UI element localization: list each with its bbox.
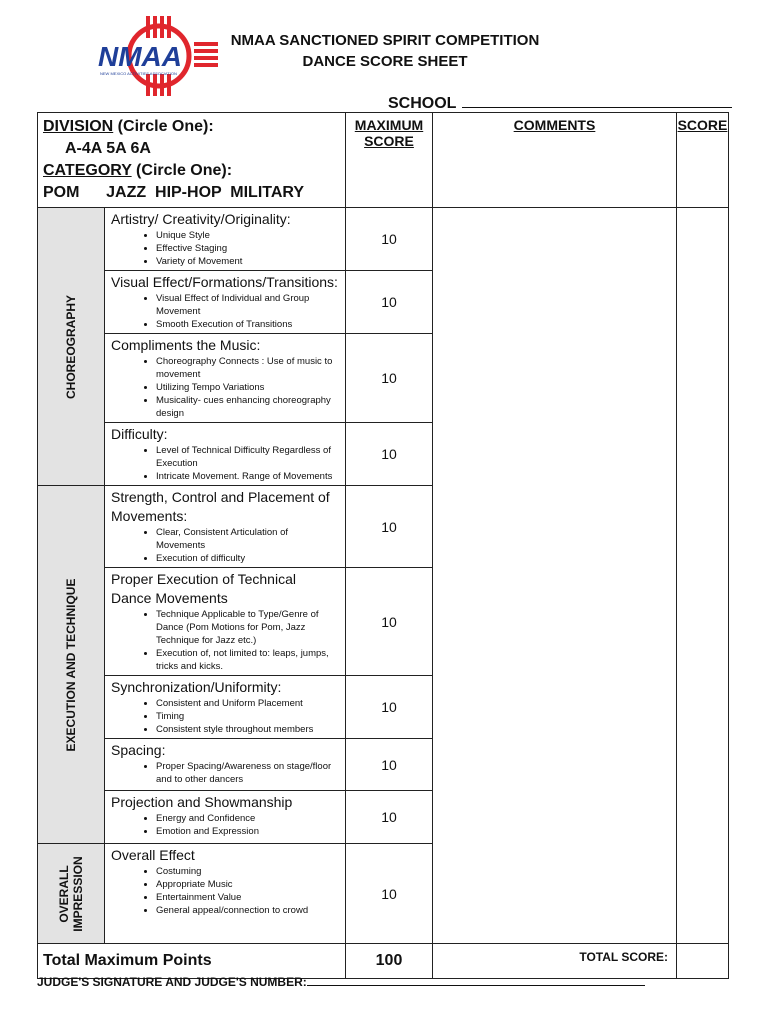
max-score: 10 [345,485,433,568]
criterion-bullet: Musicality- cues enhancing choreography … [156,394,339,420]
criterion-bullet: Proper Spacing/Awareness on stage/floor … [156,760,339,786]
criterion-row: CHOREOGRAPHY Artistry/ Creativity/Origina… [37,207,729,944]
criterion-title: Strength, Control and Placement of Movem… [111,489,330,524]
criterion-row: Difficulty: Level of Technical Difficulty… [38,422,729,486]
criterion-title: Artistry/ Creativity/Originality: [111,211,291,227]
criterion-bullet: Consistent style throughout members [156,723,339,736]
criterion-bullet: Unique Style [156,229,339,242]
criterion-bullet: Utilizing Tempo Variations [156,381,339,394]
criterion: Overall Effect CostumingAppropriate Music… [104,843,346,944]
criterion: Artistry/ Creativity/Originality: Unique … [104,207,346,271]
section-label: EXECUTION AND TECHNIQUE [37,485,105,844]
criterion-bullet: Smooth Execution of Transitions [156,318,339,331]
max-score: 10 [345,843,433,944]
criterion-title: Proper Execution of Technical Dance Move… [111,571,296,606]
criterion-row: Projection and Showmanship Energy and Con… [38,790,729,844]
criterion: Synchronization/Uniformity: Consistent an… [104,675,346,739]
total-max: 100 [345,943,433,979]
criterion: Spacing: Proper Spacing/Awareness on stag… [104,738,346,791]
criterion-bullet: Clear, Consistent Articulation of Moveme… [156,526,339,552]
criterion-row: Spacing: Proper Spacing/Awareness on stag… [38,738,729,791]
score-field[interactable] [676,207,729,944]
criterion: Compliments the Music: Choreography Conne… [104,333,346,423]
sheet-title: NMAA SANCTIONED SPIRIT COMPETITION DANCE… [230,32,540,70]
criterion-bullet: Variety of Movement [156,255,339,268]
criterion-bullet: Intricate Movement. Range of Movements [156,470,339,483]
criterion-title: Spacing: [111,742,166,758]
criterion-bullet: Effective Staging [156,242,339,255]
division-category: DIVISION (Circle One): A-4A 5A 6A CATEGO… [37,112,346,208]
nmaa-logo: NMAA NEW MEXICO ACTIVITIES ASSOCIATION [98,16,218,96]
criterion: Difficulty: Level of Technical Difficulty… [104,422,346,486]
total-score-label: TOTAL SCORE: [432,943,677,979]
criterion-bullet: Execution of difficulty [156,552,339,565]
criterion: Visual Effect/Formations/Transitions: Vis… [104,270,346,334]
division-options[interactable]: A-4A 5A 6A [65,140,151,157]
section-label: OVERALL IMPRESSION [37,843,105,944]
criterion-title: Synchronization/Uniformity: [111,679,282,695]
max-score: 10 [345,207,433,271]
max-score: 10 [345,738,433,791]
criterion-title: Difficulty: [111,426,168,442]
criterion-row: Synchronization/Uniformity: Consistent an… [38,675,729,739]
criterion-bullet: Technique Applicable to Type/Genre of Da… [156,608,339,647]
criterion-bullet: Execution of, not limited to: leaps, jum… [156,647,339,673]
school-field[interactable]: SCHOOL [388,93,733,113]
criterion: Projection and Showmanship Energy and Con… [104,790,346,844]
criterion-title: Overall Effect [111,847,195,863]
judge-signature-field[interactable]: JUDGE'S SIGNATURE AND JUDGE'S NUMBER: [37,974,645,989]
svg-text:NEW MEXICO ACTIVITIES ASSOCIAT: NEW MEXICO ACTIVITIES ASSOCIATION [100,71,177,76]
criterion: Proper Execution of Technical Dance Move… [104,567,346,676]
category-options[interactable]: POM JAZZ HIP-HOP MILITARY [43,184,305,201]
criterion-bullet: Visual Effect of Individual and Group Mo… [156,292,339,318]
criterion-bullet: General appeal/connection to crowd [156,904,339,917]
total-label: Total Maximum Points [37,943,346,979]
criterion-title: Visual Effect/Formations/Transitions: [111,274,338,290]
max-score: 10 [345,675,433,739]
max-score: 10 [345,422,433,486]
criterion-row: EXECUTION AND TECHNIQUE Strength, Control… [37,485,729,844]
max-score: 10 [345,270,433,334]
criterion-bullet: Level of Technical Difficulty Regardless… [156,444,339,470]
max-score: 10 [345,333,433,423]
svg-text:NMAA: NMAA [98,41,182,72]
criterion-bullet: Choreography Connects : Use of music to … [156,355,339,381]
score-table: DIVISION (Circle One): A-4A 5A 6A CATEGO… [37,112,729,979]
criterion-bullet: Costuming [156,865,339,878]
score-header: SCORE [676,112,729,208]
max-score-header: MAXIMUM SCORE [345,112,433,208]
criterion-bullet: Appropriate Music [156,878,339,891]
criterion-title: Projection and Showmanship [111,794,293,810]
criterion-row: OVERALL IMPRESSION Overall Effect Costumin… [37,843,729,944]
criterion-row: Proper Execution of Technical Dance Move… [38,567,729,676]
criterion-bullet: Energy and Confidence [156,812,339,825]
section-label: CHOREOGRAPHY [37,207,105,486]
criterion-title: Compliments the Music: [111,337,261,353]
criterion-bullet: Entertainment Value [156,891,339,904]
comments-field[interactable] [432,207,677,944]
criterion-bullet: Consistent and Uniform Placement [156,697,339,710]
comments-header: COMMENTS [432,112,677,208]
criterion-row: Compliments the Music: Choreography Conne… [38,333,729,423]
criterion-bullet: Timing [156,710,339,723]
max-score: 10 [345,790,433,844]
criterion: Strength, Control and Placement of Movem… [104,485,346,568]
total-score-field[interactable] [676,943,729,979]
criterion-row: Visual Effect/Formations/Transitions: Vis… [38,270,729,334]
criterion-bullet: Emotion and Expression [156,825,339,838]
max-score: 10 [345,567,433,676]
